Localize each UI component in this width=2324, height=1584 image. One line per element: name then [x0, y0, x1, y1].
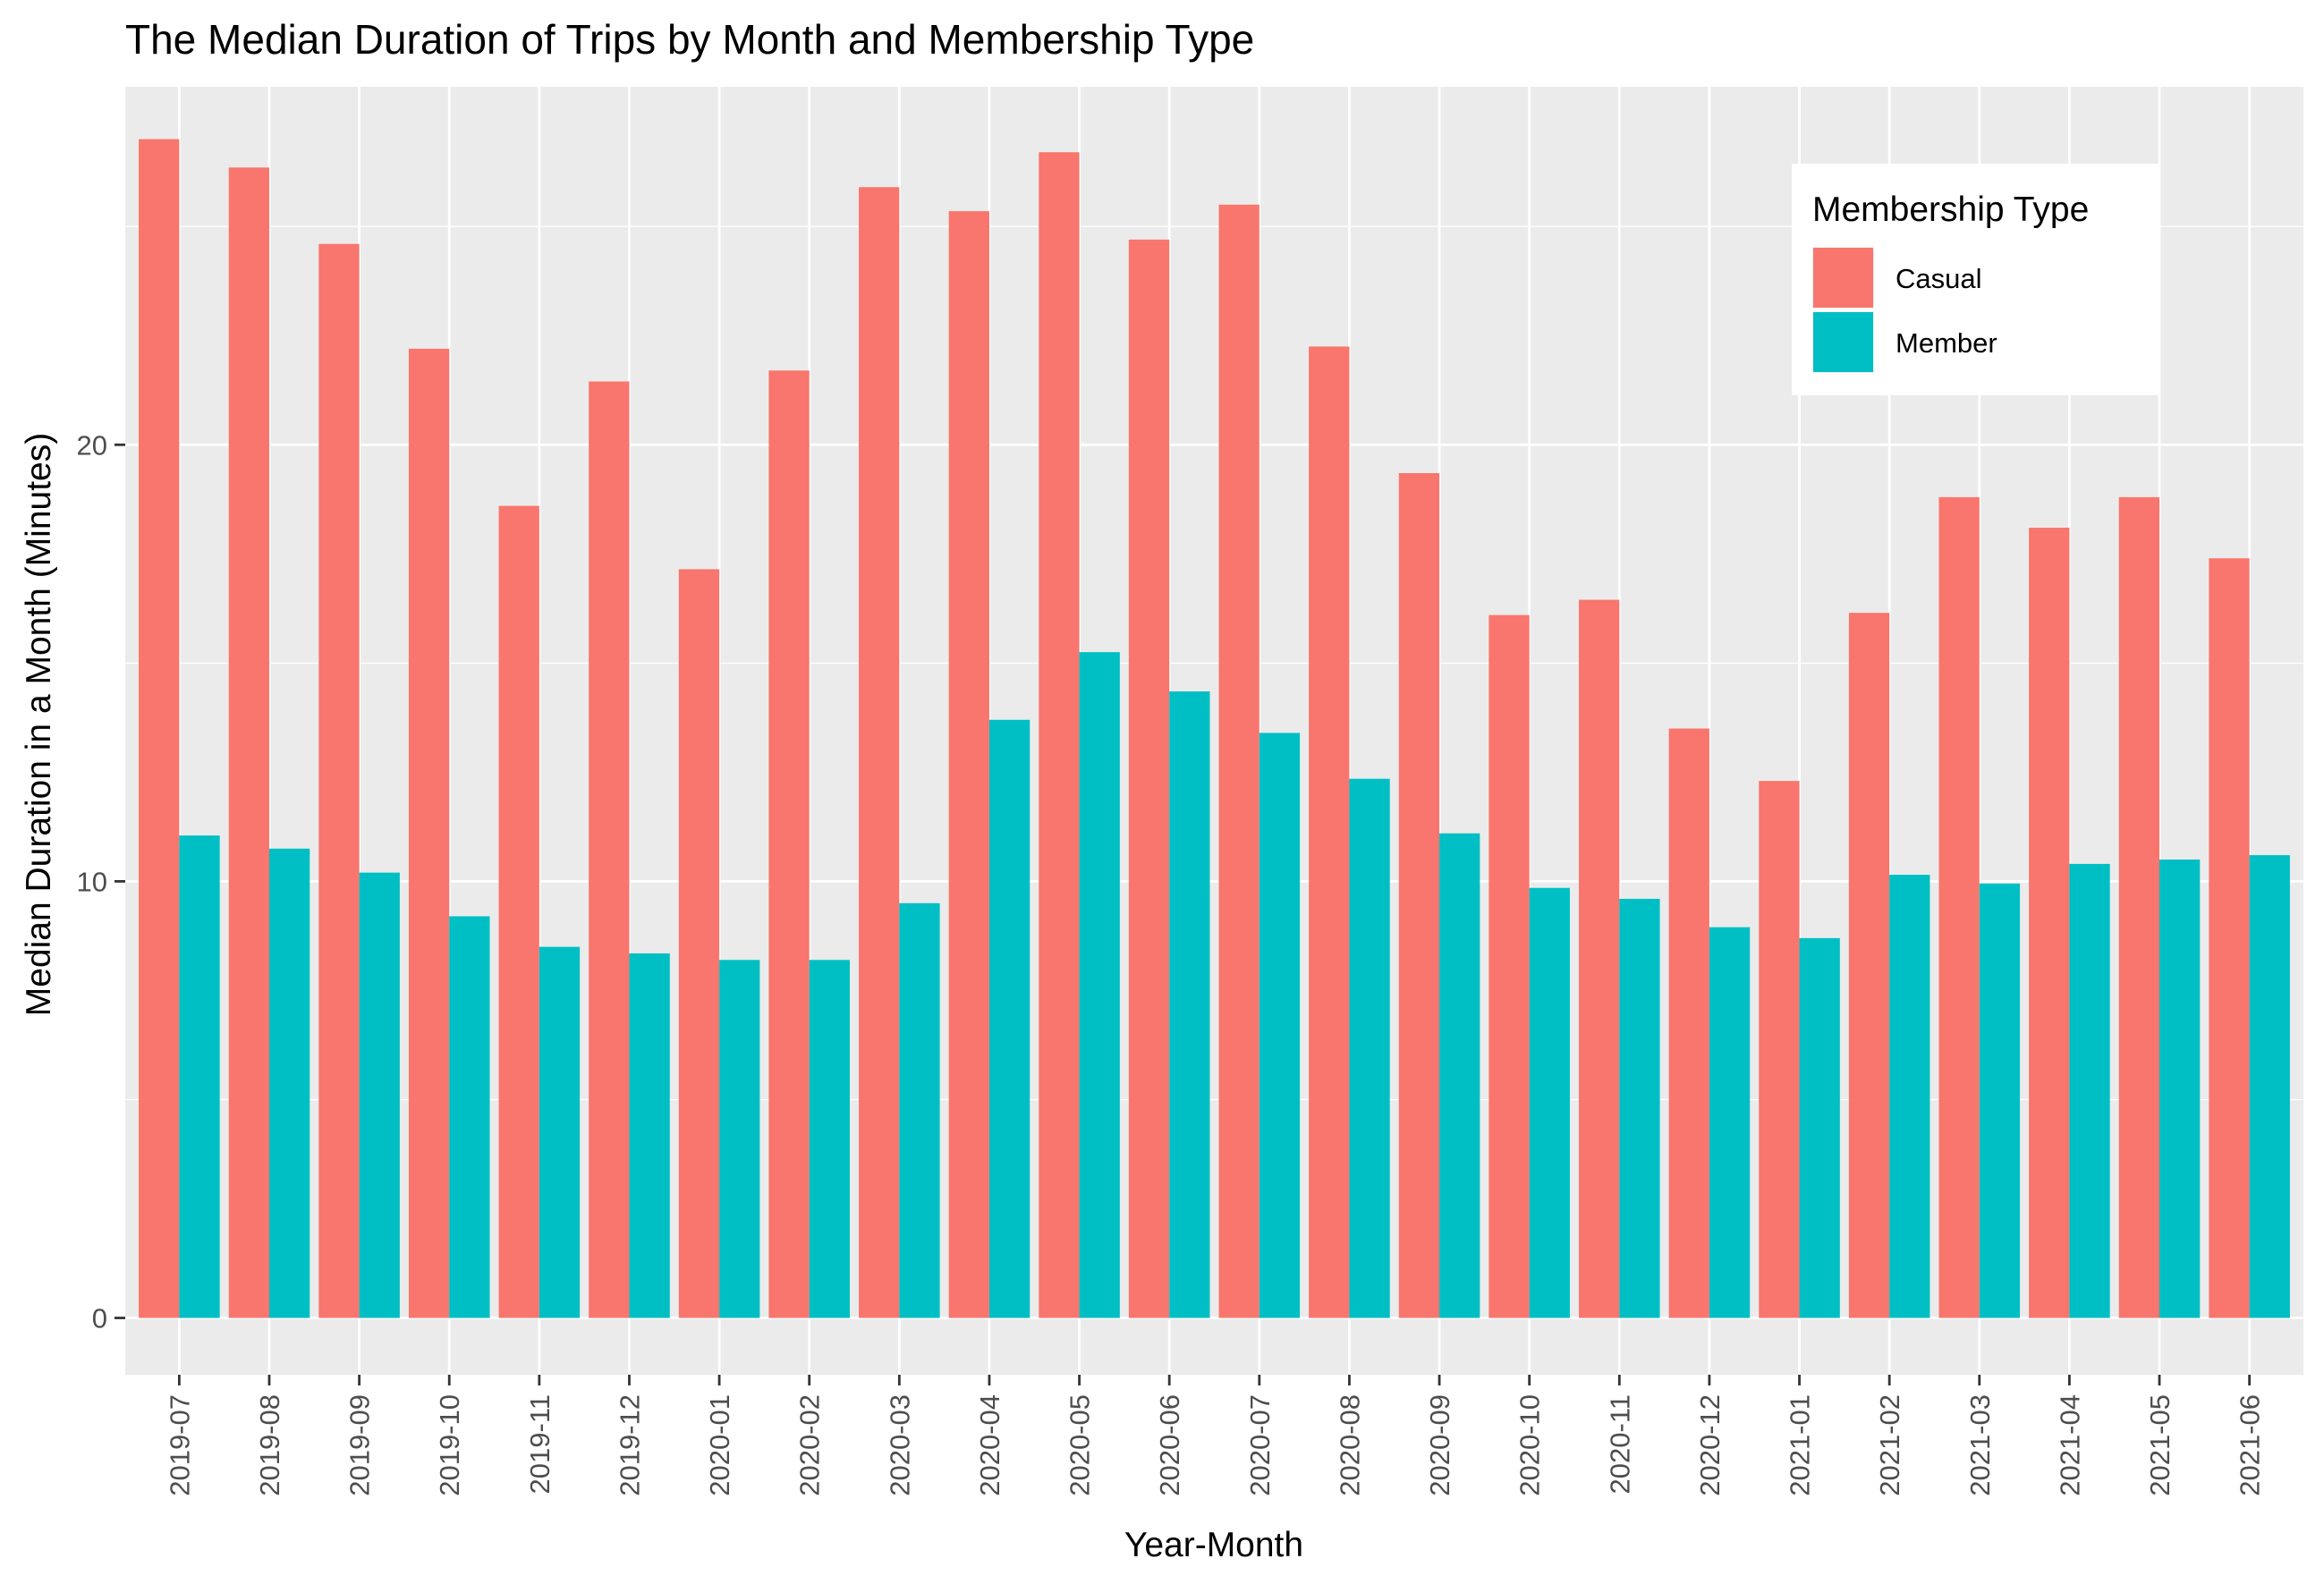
x-axis-title: Year-Month: [1124, 1526, 1303, 1564]
x-tick-label: 2021-01: [1785, 1394, 1816, 1496]
y-axis-title: Median Duration in a Month (Minutes): [20, 433, 58, 1016]
x-tick-label: 2020-04: [974, 1394, 1005, 1496]
x-tick-label: 2019-09: [344, 1394, 376, 1496]
bar-casual-2019-08: [228, 167, 269, 1318]
bar-member-2020-04: [988, 719, 1031, 1318]
legend-label-casual: Casual: [1896, 263, 1982, 294]
x-tick-label: 2021-03: [1964, 1394, 1996, 1496]
x-tick-label: 2020-09: [1424, 1394, 1455, 1496]
bar-member-2019-11: [539, 946, 581, 1318]
bar-casual-2019-11: [498, 505, 539, 1318]
bar-casual-2020-10: [1489, 614, 1530, 1318]
bar-member-2019-08: [268, 848, 310, 1318]
x-tick-label: 2020-07: [1244, 1394, 1276, 1496]
legend-swatch-member: [1813, 312, 1873, 372]
legend-swatch-casual: [1813, 248, 1873, 308]
bar-member-2021-03: [1979, 883, 2021, 1318]
x-tick-label: 2021-05: [2144, 1394, 2176, 1496]
legend-label-member: Member: [1896, 327, 1997, 359]
bar-casual-2020-03: [859, 187, 900, 1318]
bar-member-2019-10: [449, 916, 490, 1318]
bar-member-2020-11: [1619, 898, 1660, 1318]
x-tick-label: 2020-08: [1334, 1394, 1365, 1496]
bar-casual-2020-01: [678, 569, 720, 1318]
bar-casual-2020-11: [1579, 599, 1620, 1318]
y-axis: 0 10 20: [77, 429, 125, 1334]
bar-member-2019-12: [629, 953, 670, 1318]
bar-casual-2020-12: [1668, 728, 1709, 1318]
bars: [139, 139, 2290, 1318]
bar-member-2021-01: [1799, 937, 1840, 1318]
x-tick-label: 2019-08: [254, 1394, 285, 1496]
x-tick-label: 2019-11: [524, 1394, 556, 1494]
bar-casual-2021-02: [1848, 613, 1890, 1318]
y-tick-label: 20: [77, 429, 107, 461]
bar-member-2020-08: [1349, 778, 1390, 1318]
bar-member-2021-02: [1889, 875, 1930, 1318]
bar-casual-2019-07: [139, 139, 180, 1318]
bar-casual-2020-06: [1128, 239, 1170, 1318]
x-tick-label: 2021-04: [2054, 1394, 2085, 1496]
x-tick-label: 2020-03: [884, 1394, 915, 1496]
x-axis: 2019-07 2019-08 2019-09 2019-10 2019-11 2019-…: [164, 1375, 2266, 1496]
bar-casual-2019-12: [589, 381, 630, 1318]
x-tick-label: 2020-01: [704, 1394, 735, 1496]
legend-title: Membership Type: [1812, 191, 2089, 229]
bar-member-2021-06: [2249, 855, 2290, 1318]
bar-member-2020-03: [899, 902, 940, 1318]
x-tick-label: 2021-02: [1874, 1394, 1905, 1496]
bar-member-2020-09: [1439, 833, 1480, 1318]
bar-member-2019-07: [179, 835, 220, 1318]
bar-casual-2020-02: [768, 370, 810, 1318]
x-tick-label: 2019-10: [434, 1394, 465, 1496]
y-tick-label: 0: [92, 1303, 107, 1334]
x-tick-label: 2020-02: [794, 1394, 826, 1496]
bar-member-2020-02: [809, 960, 850, 1318]
bar-member-2021-04: [2069, 863, 2110, 1318]
x-tick-label: 2019-12: [614, 1394, 645, 1496]
bar-member-2020-06: [1169, 691, 1210, 1318]
bar-casual-2021-01: [1759, 781, 1800, 1318]
x-tick-label: 2020-06: [1154, 1394, 1185, 1496]
x-tick-label: 2020-05: [1064, 1394, 1096, 1496]
bar-member-2020-05: [1079, 652, 1120, 1318]
bar-member-2020-10: [1529, 887, 1570, 1318]
x-tick-label: 2019-07: [164, 1394, 195, 1496]
x-tick-label: 2020-11: [1604, 1394, 1635, 1494]
bar-casual-2019-10: [408, 348, 450, 1318]
legend: Membership Type Casual Member: [1792, 164, 2160, 395]
bar-member-2020-01: [719, 960, 760, 1318]
bar-casual-2020-08: [1309, 346, 1350, 1318]
y-tick-label: 10: [77, 866, 107, 897]
bar-casual-2021-05: [2118, 496, 2160, 1318]
bar-member-2019-09: [359, 872, 400, 1318]
bar-casual-2019-09: [318, 243, 360, 1318]
bar-casual-2021-03: [1938, 496, 1980, 1318]
bar-member-2020-07: [1259, 733, 1301, 1318]
x-tick-label: 2020-10: [1514, 1394, 1546, 1496]
bar-casual-2020-09: [1398, 473, 1440, 1318]
bar-casual-2020-04: [948, 211, 989, 1318]
bar-casual-2021-06: [2209, 558, 2250, 1318]
bar-member-2020-12: [1709, 927, 1751, 1318]
bar-member-2021-05: [2159, 860, 2201, 1318]
chart-title: The Median Duration of Trips by Month an…: [125, 16, 1254, 63]
bar-casual-2020-07: [1218, 204, 1260, 1318]
x-tick-label: 2020-12: [1694, 1394, 1726, 1496]
bar-casual-2021-04: [2029, 528, 2070, 1318]
x-tick-label: 2021-06: [2235, 1394, 2266, 1496]
bar-casual-2020-05: [1039, 152, 1080, 1318]
